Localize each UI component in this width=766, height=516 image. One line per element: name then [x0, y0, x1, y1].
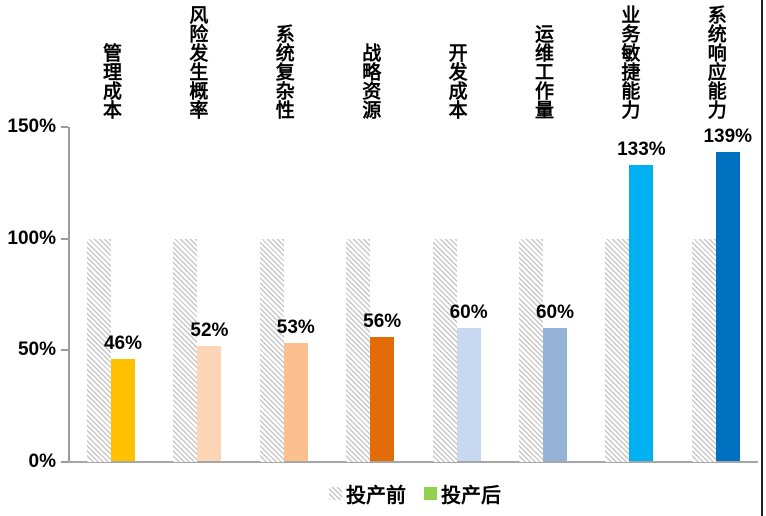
bar-value-label: 139% [703, 125, 753, 147]
bar-before [346, 238, 371, 462]
bar-before [259, 238, 284, 462]
bar-after [543, 327, 567, 462]
y-tick-mark [61, 349, 68, 351]
category-label: 运维工作量 [532, 24, 553, 119]
bar-value-label: 60% [449, 301, 488, 323]
bar-value-label: 46% [103, 332, 143, 354]
bar-after [283, 343, 308, 462]
legend-swatch-solid-icon [424, 487, 437, 500]
bar-after [197, 345, 222, 462]
legend-label: 投产前 [346, 485, 406, 507]
bar-after [715, 151, 740, 462]
category-label: 风险发生概率 [186, 5, 208, 119]
category-label: 系统复杂性 [272, 24, 294, 119]
x-axis-line [68, 461, 758, 463]
legend-swatch-hatched-icon [329, 487, 342, 500]
y-axis-line [68, 127, 70, 463]
bar-after [629, 164, 654, 462]
bar-before [432, 238, 457, 462]
bar-before [173, 238, 198, 462]
bar-before [519, 238, 543, 462]
y-tick-label: 0% [28, 450, 56, 472]
y-tick-mark [61, 237, 68, 240]
legend-label: 投产后 [441, 485, 501, 507]
bar-before [691, 238, 716, 462]
bar-after [111, 358, 135, 462]
y-tick-label: 150% [7, 116, 56, 137]
category-label: 战略资源 [359, 43, 381, 119]
category-label: 开发成本 [445, 43, 467, 119]
page-right-border [761, 0, 763, 516]
category-label: 系统响应能力 [704, 5, 726, 119]
legend-item: 投产后 [424, 479, 501, 508]
y-tick-label: 100% [7, 227, 56, 249]
bar-value-label: 133% [617, 138, 666, 160]
bar-before [87, 238, 111, 462]
bar-value-label: 52% [190, 319, 229, 341]
bar-value-label: 60% [535, 301, 575, 323]
bar-value-label: 53% [276, 317, 315, 339]
bar-after [456, 327, 481, 462]
bar-before [605, 238, 630, 462]
bar-value-label: 56% [363, 310, 402, 332]
category-label: 业务敏捷能力 [618, 5, 640, 119]
chart-legend: 投产前 投产后 [68, 479, 762, 508]
y-tick-label: 50% [17, 339, 56, 360]
category-label: 管理成本 [100, 43, 121, 119]
legend-item: 投产前 [329, 479, 406, 508]
y-tick-mark [61, 460, 68, 463]
y-tick-mark [61, 126, 68, 128]
bar-after [370, 336, 395, 462]
